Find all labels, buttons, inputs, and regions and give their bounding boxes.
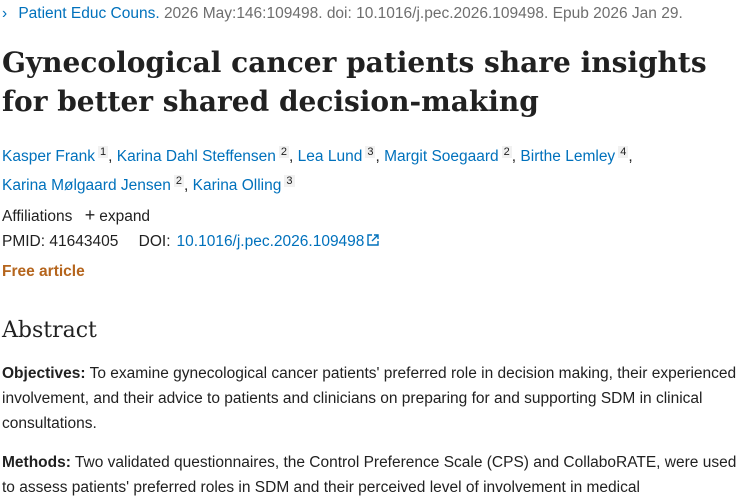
abstract-heading: Abstract: [2, 318, 97, 343]
section-label: Objectives:: [2, 365, 86, 382]
affiliation-marker[interactable]: 2: [501, 146, 512, 158]
affiliation-marker[interactable]: 2: [173, 175, 184, 188]
doi-link[interactable]: 10.1016/j.pec.2026.109498: [177, 233, 380, 250]
pmid-value: 41643405: [49, 233, 119, 251]
free-article-badge: Free article: [2, 263, 85, 280]
author-link[interactable]: Karina Olling: [192, 177, 282, 195]
section-label: Methods:: [2, 454, 71, 471]
citation-line: › Patient Educ Couns. 2026 May:146:10949…: [2, 5, 683, 23]
affiliations-label: Affiliations: [2, 208, 73, 225]
identifiers-row: PMID: 41643405 DOI: 10.1016/j.pec.2026.10…: [2, 233, 380, 251]
external-link-icon: [367, 233, 380, 251]
expand-affiliations-button[interactable]: + expand: [84, 205, 151, 225]
chevron-right-icon: ›: [2, 5, 8, 22]
citation-details: 2026 May:146:109498. doi: 10.1016/j.pec.…: [163, 5, 683, 22]
affiliation-marker[interactable]: 1: [98, 146, 109, 158]
abstract-methods: Methods: Two validated questionnaires, t…: [2, 450, 742, 500]
affiliation-marker[interactable]: 3: [365, 146, 376, 158]
pmid-label: PMID:: [2, 233, 46, 251]
author-link[interactable]: Birthe Lemley: [520, 148, 616, 166]
abstract-objectives: Objectives: To examine gynecological can…: [2, 361, 742, 436]
author-link[interactable]: Kasper Frank: [2, 148, 96, 166]
section-text: Two validated questionnaires, the Contro…: [2, 454, 737, 496]
author-link[interactable]: Lea Lund: [297, 148, 363, 166]
affiliations-row: Affiliations + expand: [2, 205, 150, 226]
author-link[interactable]: Karina Mølgaard Jensen: [2, 177, 171, 195]
expand-label: expand: [99, 208, 151, 225]
author-link[interactable]: Karina Dahl Steffensen: [116, 148, 276, 166]
author-list: Kasper Frank 1, Karina Dahl Steffensen 2, …: [2, 146, 633, 195]
doi-value: 10.1016/j.pec.2026.109498: [176, 233, 365, 251]
author-link[interactable]: Margit Soegaard: [384, 148, 499, 166]
article-title: Gynecological cancer patients share insi…: [2, 46, 707, 118]
section-text: To examine gynecological cancer patients…: [2, 365, 737, 432]
doi-label: DOI:: [138, 233, 171, 251]
journal-link[interactable]: Patient Educ Couns.: [18, 5, 160, 22]
affiliation-marker[interactable]: 2: [278, 146, 290, 158]
plus-icon: +: [84, 205, 96, 225]
affiliation-marker[interactable]: 4: [618, 146, 629, 158]
affiliation-marker[interactable]: 3: [284, 175, 295, 188]
